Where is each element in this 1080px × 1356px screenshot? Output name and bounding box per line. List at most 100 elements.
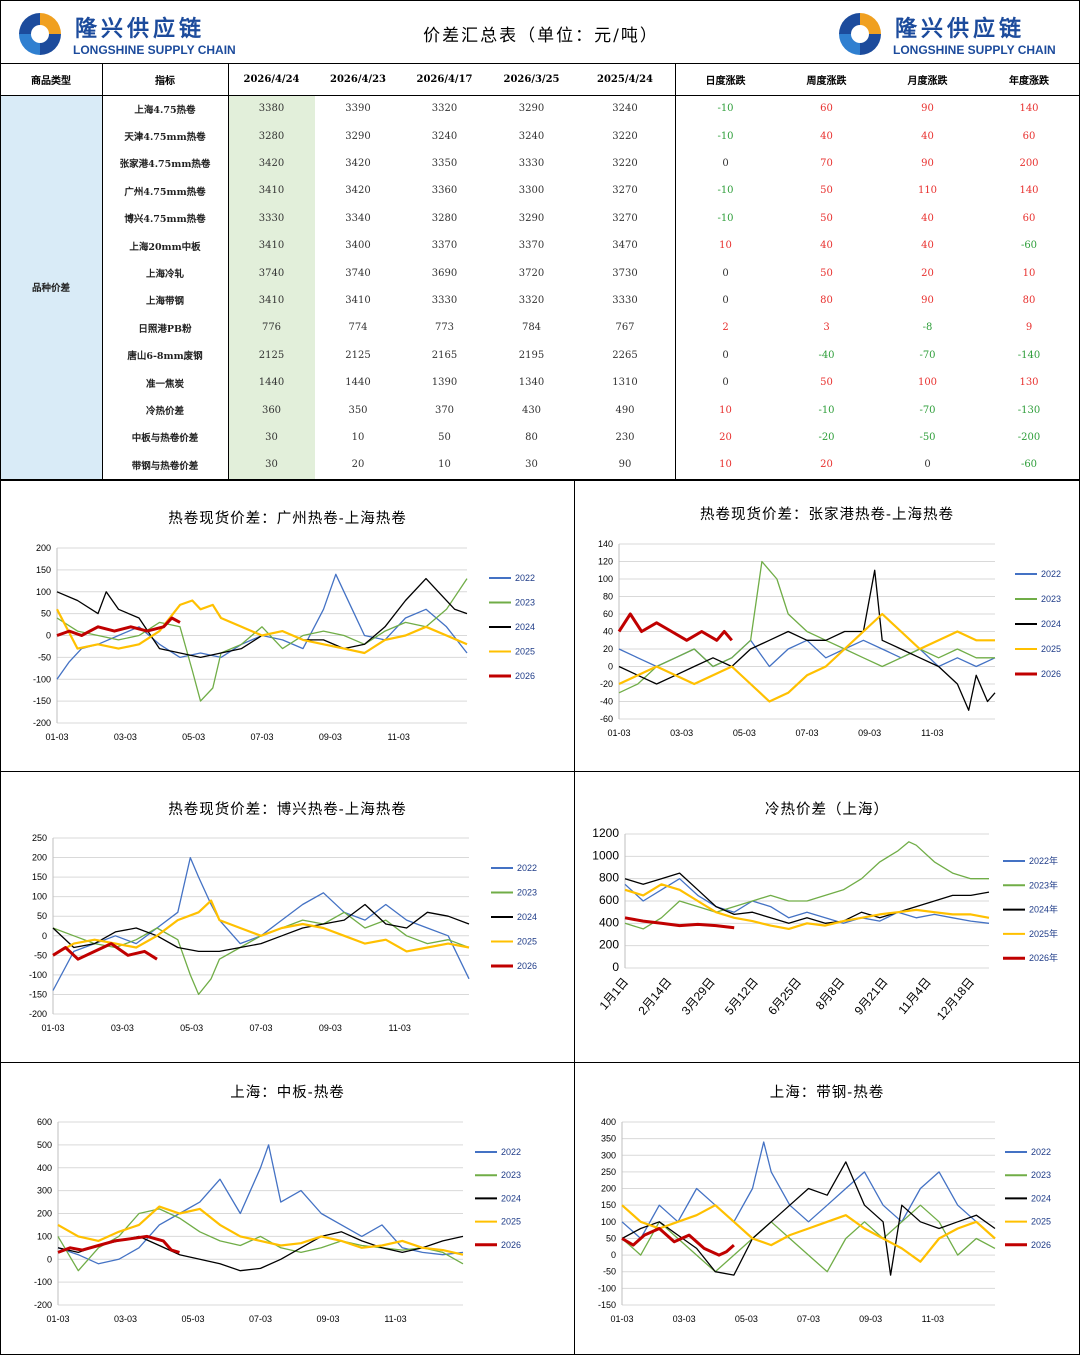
report-header: 隆兴供应链 LONGSHINE SUPPLY CHAIN 价差汇总表（单位：元/…	[0, 0, 1080, 64]
table-cell: 1440	[345, 377, 371, 389]
series-line-2025	[618, 612, 995, 703]
chart-panel-2: 热卷现货价差：张家港热卷-上海热卷 140 120 100 80 60 40 20 0 -20 -…	[574, 480, 1080, 772]
change-cell: -70	[919, 349, 936, 361]
table-cell: 3410	[258, 185, 285, 197]
y-tick-label: 80	[603, 592, 613, 602]
change-cell: 50	[820, 212, 833, 224]
table-cell: 3290	[518, 103, 545, 115]
logo-cn-text: 隆兴供应链	[895, 16, 1026, 42]
change-cell: 10	[1022, 267, 1036, 279]
legend-label: 2024	[515, 622, 535, 632]
table-cell: 30	[265, 431, 278, 443]
change-cell: -20	[818, 431, 835, 443]
x-tick-label: 12月18日	[934, 975, 977, 1023]
change-cell: 140	[1019, 103, 1039, 115]
change-cell: 60	[1022, 212, 1036, 224]
x-tick-label: 03-03	[114, 732, 137, 742]
logo-en-text: LONGSHINE SUPPLY CHAIN	[893, 43, 1056, 57]
legend-label: 2025	[517, 937, 537, 947]
table-cell: 3320	[431, 103, 458, 115]
table-cell: 3410	[345, 294, 371, 306]
legend-label: 2024年	[1029, 904, 1058, 915]
chart-zjg-sh-hrc: 140 120 100 80 60 40 20 0 -20 -40 -60 01-03 03-03 05-…	[598, 539, 1061, 738]
table-cell: 490	[615, 404, 635, 416]
y-tick-label: 100	[598, 574, 613, 584]
change-cell: -10	[717, 130, 734, 142]
table-border	[102, 63, 103, 479]
legend-label: 2026年	[1029, 952, 1058, 963]
change-cell: 50	[820, 185, 833, 197]
series-line-2023	[56, 578, 468, 702]
series-line-2022	[618, 639, 996, 668]
y-tick-label: 200	[32, 853, 47, 863]
table-cell: 767	[615, 322, 635, 334]
change-cell: 50	[820, 377, 833, 389]
table-cell: 3420	[258, 157, 285, 169]
table-border	[102, 63, 103, 95]
table-cell: 784	[521, 322, 542, 334]
chart-title: 热卷现货价差：博兴热卷-上海热卷	[168, 802, 407, 818]
change-cell: 40	[820, 130, 833, 142]
y-tick-label: -150	[33, 696, 51, 706]
change-cell: 70	[820, 157, 833, 169]
table-border	[0, 63, 1080, 64]
y-tick-label: 300	[601, 1150, 616, 1160]
x-tick-label: 05-03	[733, 728, 756, 738]
change-cell: 80	[1022, 294, 1036, 306]
table-cell: 3350	[431, 157, 458, 169]
x-tick-label: 01-03	[46, 1314, 69, 1324]
chart-panel-4: 冷热价差（上海） 1200 1000 800 600 400 200 0 1月1日 2月14日 3…	[574, 771, 1080, 1063]
column-header: 商品类型	[31, 75, 71, 87]
series-line-2026年	[624, 916, 735, 930]
y-tick-label: 200	[601, 1184, 616, 1194]
series-line-2022	[52, 856, 470, 991]
series-line-2023	[621, 1204, 996, 1273]
x-tick-label: 01-03	[607, 728, 630, 738]
table-cell: 30	[525, 459, 538, 471]
x-tick-label: 11-03	[921, 728, 943, 738]
chart-bx-sh-hrc: 250 200 150 100 50 0 -50 -100 -150 -200 01-03 03-03…	[29, 833, 537, 1033]
legend-label: 2023	[1041, 594, 1061, 604]
legend-label: 2026	[517, 961, 537, 971]
legend-label: 2024	[517, 912, 537, 922]
change-cell: 0	[722, 377, 729, 389]
x-tick-label: 11-03	[922, 1314, 944, 1324]
y-tick-label: -100	[29, 970, 47, 980]
page-title: 价差汇总表（单位：元/吨）	[423, 26, 659, 46]
y-tick-label: -200	[29, 1009, 47, 1019]
series-line-2023	[618, 560, 995, 694]
series-line-2024	[57, 1231, 464, 1272]
table-cell: 3470	[612, 240, 638, 252]
table-cell: 90	[618, 459, 632, 471]
x-tick-label: 07-03	[249, 1314, 272, 1324]
series-line-2022	[621, 1141, 996, 1240]
series-line-2024	[52, 903, 470, 953]
y-tick-label: -50	[603, 1267, 616, 1277]
x-tick-label: 3月29日	[679, 975, 718, 1018]
change-cell: 40	[820, 240, 833, 252]
change-cell: -10	[717, 185, 734, 197]
row-label: 张家港4.75mm热卷	[119, 159, 211, 171]
legend-label: 2025	[501, 1217, 521, 1227]
series-line-2026	[617, 612, 733, 642]
series-line-2023	[52, 911, 470, 996]
table-cell: 3390	[345, 103, 371, 115]
chart-title: 热卷现货价差：广州热卷-上海热卷	[168, 511, 407, 527]
table-cell: 80	[525, 431, 538, 443]
x-tick-label: 5月12日	[722, 975, 761, 1018]
series-line-2026	[57, 1234, 180, 1254]
table-cell: 774	[348, 322, 368, 334]
change-cell: -10	[717, 212, 734, 224]
y-tick-label: 250	[601, 1167, 616, 1177]
change-cell: 110	[917, 185, 938, 197]
x-tick-label: 07-03	[250, 732, 273, 742]
row-label: 天津4.75mm热卷	[124, 132, 206, 144]
legend-label: 2023	[517, 888, 537, 898]
y-tick-label: 60	[603, 609, 613, 619]
y-tick-label: 0	[47, 1254, 52, 1264]
table-cell: 3220	[612, 157, 638, 169]
y-tick-label: 1000	[592, 848, 619, 862]
x-tick-label: 6月25日	[765, 975, 804, 1018]
legend-label: 2025	[515, 647, 535, 657]
table-cell: 1340	[518, 377, 545, 389]
